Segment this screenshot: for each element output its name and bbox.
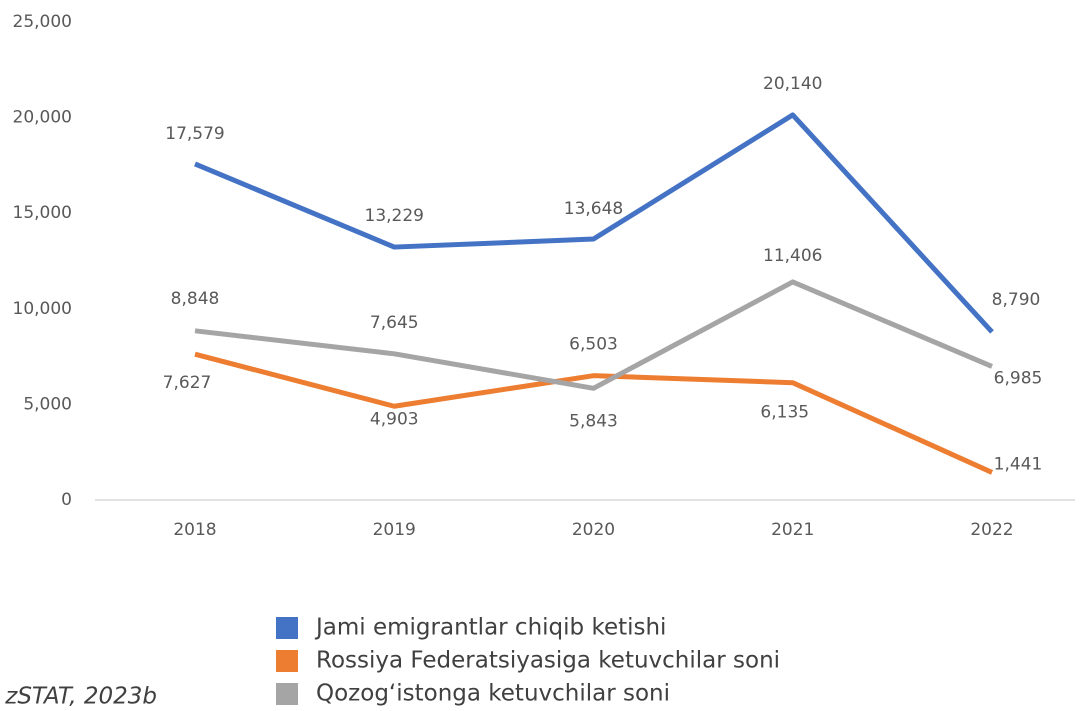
x-tick-label: 2020 [572, 520, 615, 540]
data-label: 6,135 [760, 403, 809, 423]
data-label: 7,627 [163, 373, 212, 393]
data-label: 4,903 [370, 409, 419, 429]
data-label: 6,985 [994, 368, 1043, 388]
y-tick-label: 15,000 [13, 203, 72, 223]
y-tick-label: 0 [61, 490, 72, 510]
legend-label: Jami emigrantlar chiqib ketishi [314, 615, 666, 641]
data-label: 13,229 [365, 206, 424, 226]
data-label: 7,645 [370, 313, 419, 333]
data-label: 11,406 [763, 246, 822, 266]
legend-swatch [276, 617, 298, 639]
y-tick-label: 20,000 [13, 108, 72, 128]
x-tick-label: 2019 [373, 520, 416, 540]
x-tick-label: 2018 [173, 520, 216, 540]
data-label: 5,843 [569, 411, 618, 431]
series-line [194, 351, 994, 475]
data-label: 20,140 [763, 74, 822, 94]
legend-label: Qozog‘istonga ketuvchilar soni [316, 681, 670, 707]
series-line [194, 112, 994, 334]
legend-swatch [276, 683, 298, 705]
legend-swatch [276, 650, 298, 672]
data-label: 13,648 [564, 199, 623, 219]
data-label: 8,790 [992, 290, 1041, 310]
data-label: 8,848 [171, 289, 220, 309]
data-label: 17,579 [165, 124, 224, 144]
y-tick-label: 5,000 [23, 394, 72, 414]
x-tick-label: 2022 [970, 520, 1013, 540]
data-label: 1,441 [994, 454, 1043, 474]
y-tick-label: 25,000 [13, 12, 72, 32]
data-label: 6,503 [569, 335, 618, 355]
y-tick-label: 10,000 [13, 299, 72, 319]
series-line [194, 279, 993, 391]
source-note: zSTAT, 2023b [4, 684, 157, 710]
legend-label: Rossiya Federatsiyasiga ketuvchilar soni [316, 648, 780, 674]
x-tick-label: 2021 [771, 520, 814, 540]
